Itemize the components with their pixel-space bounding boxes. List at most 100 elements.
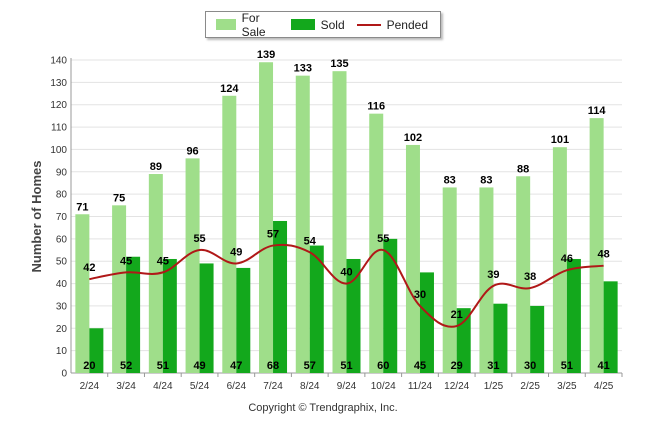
data-label-pended: 30	[414, 289, 426, 301]
data-label-pended: 39	[487, 269, 499, 281]
x-tick-label: 3/25	[557, 381, 577, 392]
bar-sold	[273, 220, 288, 373]
bar-for-sale	[112, 205, 127, 373]
legend-item-sold[interactable]: Sold	[290, 17, 345, 32]
y-tick-label: 140	[50, 56, 67, 67]
copyright-text: Copyright © Trendgraphix, Inc.	[248, 402, 398, 414]
data-label-for-sale: 88	[517, 163, 529, 175]
data-label-pended: 54	[304, 235, 317, 247]
data-label-for-sale: 83	[444, 174, 456, 186]
data-label-sold: 47	[230, 360, 242, 372]
x-tick-label: 4/25	[594, 381, 614, 392]
y-tick-label: 60	[56, 234, 68, 245]
bar-for-sale	[442, 187, 457, 373]
bar-for-sale	[259, 62, 274, 373]
data-label-for-sale: 89	[150, 161, 162, 173]
bar-sold	[530, 305, 545, 373]
x-tick-label: 5/24	[190, 381, 210, 392]
data-label-for-sale: 114	[588, 105, 607, 117]
bar-for-sale	[552, 147, 567, 373]
y-tick-label: 30	[56, 301, 68, 312]
y-tick-label: 20	[56, 324, 68, 335]
legend-label-sold: Sold	[320, 17, 345, 32]
bar-sold	[603, 281, 618, 373]
data-label-pended: 45	[157, 255, 169, 267]
data-label-sold: 41	[598, 360, 610, 372]
data-label-pended: 49	[230, 246, 242, 258]
x-tick-label: 1/25	[484, 381, 504, 392]
y-tick-label: 80	[56, 190, 68, 201]
bar-sold	[566, 258, 581, 373]
pended-swatch	[356, 23, 381, 26]
x-tick-label: 8/24	[300, 381, 320, 392]
data-label-for-sale: 75	[113, 192, 125, 204]
bar-for-sale	[516, 176, 531, 373]
x-tick-label: 4/24	[153, 381, 173, 392]
data-label-sold: 68	[267, 360, 279, 372]
data-label-sold: 51	[561, 360, 573, 372]
x-tick-label: 3/24	[116, 381, 136, 392]
y-tick-label: 110	[51, 123, 67, 134]
data-label-for-sale: 101	[551, 134, 569, 146]
data-label-for-sale: 71	[76, 201, 88, 213]
y-tick-label: 70	[56, 212, 68, 223]
bar-sold	[309, 245, 324, 373]
bar-sold	[493, 303, 508, 373]
sold-swatch	[290, 19, 315, 30]
bar-for-sale	[295, 75, 310, 374]
data-label-pended: 48	[598, 249, 610, 261]
legend-item-pended[interactable]: Pended	[356, 18, 428, 32]
data-label-sold: 52	[120, 360, 132, 372]
data-label-pended: 45	[120, 255, 132, 267]
bar-for-sale	[222, 95, 237, 374]
y-tick-label: 40	[56, 279, 68, 290]
bar-for-sale	[75, 214, 90, 373]
x-tick-label: 12/24	[444, 381, 469, 392]
data-label-sold: 20	[83, 360, 95, 372]
bar-sold	[346, 258, 361, 373]
data-label-sold: 60	[377, 360, 389, 372]
y-tick-label: 50	[56, 257, 68, 268]
x-tick-label: 10/24	[371, 381, 396, 392]
x-tick-label: 2/24	[80, 381, 100, 392]
data-label-pended: 55	[193, 233, 205, 245]
x-tick-label: 9/24	[337, 381, 357, 392]
data-label-sold: 51	[157, 360, 169, 372]
data-label-sold: 57	[304, 360, 316, 372]
x-tick-label: 6/24	[227, 381, 247, 392]
bar-for-sale	[589, 118, 604, 373]
y-tick-label: 90	[56, 167, 68, 178]
legend: For Sale Sold Pended	[205, 11, 441, 39]
data-label-for-sale: 124	[220, 83, 239, 95]
legend-label-for-sale: For Sale	[241, 10, 266, 39]
data-label-pended: 42	[83, 262, 95, 274]
data-label-for-sale: 96	[186, 145, 198, 157]
data-label-sold: 30	[524, 360, 536, 372]
bar-for-sale	[479, 187, 494, 373]
bar-sold	[162, 258, 177, 373]
x-tick-label: 11/24	[408, 381, 433, 392]
data-label-pended: 40	[340, 267, 352, 279]
data-label-pended: 38	[524, 271, 536, 283]
x-tick-label: 2/25	[520, 381, 540, 392]
data-label-for-sale: 116	[367, 101, 385, 113]
line-pended	[89, 243, 604, 328]
y-tick-label: 10	[56, 346, 68, 357]
y-tick-label: 120	[50, 100, 67, 111]
legend-item-for-sale[interactable]: For Sale	[216, 11, 279, 39]
x-tick-label: 7/24	[263, 381, 283, 392]
data-label-for-sale: 133	[294, 63, 312, 75]
data-label-pended: 21	[451, 309, 463, 321]
data-label-sold: 29	[451, 360, 463, 372]
data-label-sold: 51	[340, 360, 352, 372]
data-label-for-sale: 102	[404, 132, 422, 144]
bar-sold	[199, 263, 214, 373]
data-label-pended: 57	[267, 229, 279, 241]
data-label-pended: 46	[561, 253, 573, 265]
bar-for-sale	[405, 144, 420, 373]
data-label-sold: 31	[487, 360, 499, 372]
y-tick-label: 0	[61, 369, 67, 380]
data-label-for-sale: 83	[480, 174, 492, 186]
y-tick-label: 130	[50, 78, 67, 89]
